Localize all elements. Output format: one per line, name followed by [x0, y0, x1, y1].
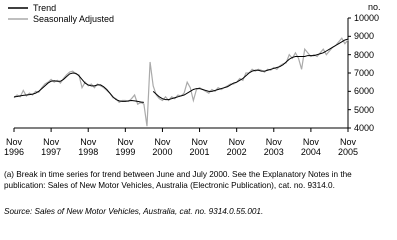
plot [8, 7, 351, 132]
chart: no. (a) Break in time series for trend b… [3, 2, 381, 216]
x-tick-label: Nov 1998 [78, 137, 99, 157]
source: Source: Sales of New Motor Vehicles, Aus… [4, 207, 264, 216]
x-tick-label: Nov 2003 [263, 137, 284, 157]
legend-label: Trend [33, 3, 57, 13]
x-tick-label: Nov 2004 [300, 137, 321, 157]
x-tick-label: Nov 2002 [226, 137, 247, 157]
series-line [13, 38, 349, 103]
y-tick-label: 6000 [354, 86, 375, 97]
x-tick-label: Nov 1996 [3, 137, 25, 157]
y-tick-label: 7000 [354, 68, 375, 78]
y-tick-label: 9000 [354, 31, 375, 42]
x-tick-label: Nov 2000 [152, 137, 173, 157]
legend-label: Seasonally Adjusted [33, 14, 115, 24]
y-tick-label: 5000 [354, 104, 375, 115]
y-tick-label: 8000 [354, 49, 375, 60]
x-tick-label: Nov 2001 [189, 137, 210, 157]
x-tick-label: Nov 2005 [337, 137, 359, 157]
series-line [13, 37, 349, 127]
footnote: (a) Break in time series for trend betwe… [4, 170, 352, 190]
unit-label: no. [368, 2, 381, 12]
x-tick-label: Nov 1999 [115, 137, 136, 157]
y-tick-label: 10000 [354, 13, 380, 23]
x-tick-label: Nov 1997 [41, 137, 62, 157]
y-tick-label: 4000 [354, 123, 375, 133]
